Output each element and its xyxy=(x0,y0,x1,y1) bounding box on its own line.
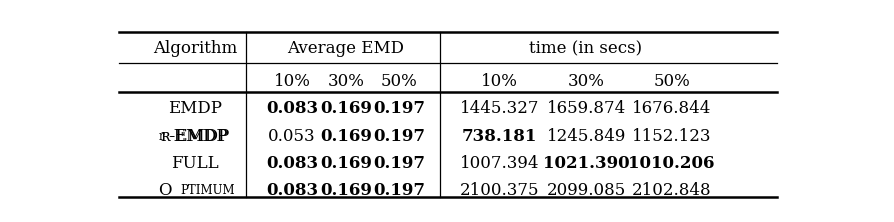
Text: PTIMUM: PTIMUM xyxy=(181,184,235,197)
Text: 0.169: 0.169 xyxy=(320,100,372,117)
Text: 10%: 10% xyxy=(481,73,519,90)
Text: 1676.844: 1676.844 xyxy=(632,100,712,117)
Text: Algorithm: Algorithm xyxy=(153,40,237,57)
Text: EMDP: EMDP xyxy=(168,100,222,117)
Text: ʀ-EMDP: ʀ-EMDP xyxy=(160,128,230,145)
Text: 50%: 50% xyxy=(654,73,690,90)
Text: 0.169: 0.169 xyxy=(320,128,372,145)
Text: 50%: 50% xyxy=(381,73,417,90)
Text: 30%: 30% xyxy=(327,73,365,90)
Text: 1021.390: 1021.390 xyxy=(543,155,629,172)
Text: -EMDP: -EMDP xyxy=(169,128,228,145)
Text: O: O xyxy=(158,182,172,199)
Text: 738.181: 738.181 xyxy=(462,128,537,145)
Text: 30%: 30% xyxy=(568,73,604,90)
Text: 1010.206: 1010.206 xyxy=(628,155,715,172)
Text: FULL: FULL xyxy=(171,155,219,172)
Text: 0.053: 0.053 xyxy=(268,128,316,145)
Text: 1245.849: 1245.849 xyxy=(546,128,626,145)
Text: 2102.848: 2102.848 xyxy=(632,182,712,199)
Text: 0.083: 0.083 xyxy=(266,182,318,199)
Text: 1659.874: 1659.874 xyxy=(547,100,626,117)
Text: r: r xyxy=(159,130,164,143)
Text: 0.197: 0.197 xyxy=(374,155,426,172)
Text: 0.169: 0.169 xyxy=(320,182,372,199)
Text: 0.197: 0.197 xyxy=(374,182,426,199)
Text: 1152.123: 1152.123 xyxy=(632,128,712,145)
Text: 2099.085: 2099.085 xyxy=(547,182,626,199)
Text: 0.197: 0.197 xyxy=(374,128,426,145)
Text: 2100.375: 2100.375 xyxy=(460,182,539,199)
Text: time (in secs): time (in secs) xyxy=(529,40,642,57)
Text: 0.197: 0.197 xyxy=(374,100,426,117)
Text: 1007.394: 1007.394 xyxy=(460,155,539,172)
Text: Average EMD: Average EMD xyxy=(287,40,404,57)
Text: 0.083: 0.083 xyxy=(266,155,318,172)
Text: 0.169: 0.169 xyxy=(320,155,372,172)
Text: 1445.327: 1445.327 xyxy=(460,100,539,117)
Text: 0.083: 0.083 xyxy=(266,100,318,117)
Text: 10%: 10% xyxy=(274,73,310,90)
